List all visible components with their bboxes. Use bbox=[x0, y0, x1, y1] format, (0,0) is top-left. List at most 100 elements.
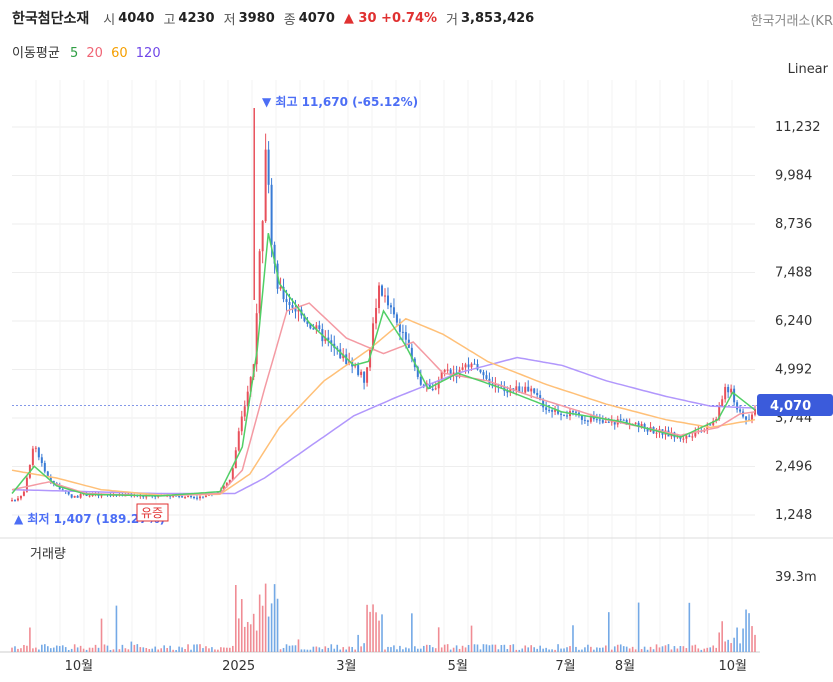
volume-bar bbox=[76, 647, 79, 652]
ma-120-label[interactable]: 120 bbox=[135, 46, 161, 61]
volume-bar bbox=[715, 647, 718, 652]
candle-body bbox=[378, 285, 381, 309]
volume-bar bbox=[166, 647, 168, 652]
volume-bar bbox=[79, 645, 82, 652]
candle-body bbox=[557, 409, 560, 414]
candle-body bbox=[178, 495, 181, 497]
volume-bar bbox=[497, 649, 500, 652]
candle-body bbox=[324, 337, 327, 342]
candle-body bbox=[685, 435, 688, 439]
volume-bar bbox=[246, 621, 249, 652]
candle-body bbox=[494, 384, 497, 386]
volume-bar bbox=[357, 634, 359, 652]
candle-body bbox=[580, 414, 583, 420]
volume-bar bbox=[318, 647, 321, 652]
volume-bar bbox=[139, 647, 142, 652]
x-tick-label: 10월 bbox=[65, 659, 94, 674]
ma-120-line bbox=[11, 356, 756, 495]
candle-body bbox=[303, 315, 306, 322]
volume-bar bbox=[533, 647, 535, 652]
candle-body bbox=[577, 412, 580, 415]
ma-5-label[interactable]: 5 bbox=[69, 46, 79, 61]
candle-body bbox=[533, 388, 536, 393]
candle-body bbox=[745, 416, 748, 420]
volume-bar bbox=[560, 648, 562, 652]
candle-body bbox=[297, 309, 300, 312]
volume-bar bbox=[258, 594, 261, 652]
volume-bar bbox=[470, 625, 473, 652]
candle-body bbox=[175, 495, 178, 497]
volume-bar bbox=[145, 648, 148, 652]
volume-bar bbox=[613, 646, 616, 652]
volume-bar bbox=[751, 626, 753, 652]
candle-body bbox=[70, 494, 73, 498]
volume-bar bbox=[23, 644, 25, 652]
candle-body bbox=[464, 364, 467, 368]
candle-body bbox=[730, 388, 733, 393]
candle-body bbox=[431, 388, 434, 390]
volume-bar bbox=[536, 648, 538, 652]
volume-bar bbox=[103, 644, 106, 652]
volume-bar bbox=[61, 645, 64, 652]
candle-body bbox=[366, 367, 369, 383]
candle-body bbox=[46, 471, 49, 478]
volume-bar bbox=[485, 644, 488, 652]
ma-60-line bbox=[11, 317, 756, 496]
volume-bar bbox=[596, 647, 598, 652]
candle-body bbox=[249, 377, 252, 392]
y-tick-label: 11,232 bbox=[775, 120, 821, 135]
volume-bar bbox=[619, 644, 622, 652]
candle-body bbox=[31, 448, 34, 465]
volume-bar bbox=[276, 598, 279, 652]
volume-bar bbox=[551, 649, 553, 652]
candle-body bbox=[736, 402, 739, 410]
ma-60-label[interactable]: 60 bbox=[111, 46, 128, 61]
volume-bar bbox=[232, 645, 234, 652]
candle-body bbox=[622, 419, 625, 421]
ma-20-label[interactable]: 20 bbox=[86, 46, 103, 61]
candle-body bbox=[473, 363, 476, 365]
scale-mode-toggle[interactable]: Linear bbox=[787, 62, 828, 77]
volume-bar bbox=[434, 648, 437, 652]
y-tick-label: 6,240 bbox=[775, 314, 812, 329]
volume-bar bbox=[315, 646, 318, 652]
candle-body bbox=[88, 495, 91, 497]
candle-body bbox=[16, 498, 19, 501]
volume-bar bbox=[172, 649, 174, 652]
volume-bar bbox=[449, 649, 452, 652]
candle-body bbox=[258, 251, 261, 314]
volume-bar bbox=[330, 644, 333, 652]
candle-body bbox=[193, 497, 196, 499]
volume-bar bbox=[691, 645, 694, 652]
volume-bar bbox=[369, 611, 371, 652]
volume-bar bbox=[234, 584, 237, 652]
candle-body bbox=[172, 495, 175, 497]
volume-label: 거 bbox=[446, 12, 459, 28]
candle-body bbox=[61, 489, 64, 491]
volume-bar bbox=[151, 648, 154, 652]
volume-bar bbox=[649, 646, 652, 652]
volume-bar bbox=[590, 646, 592, 652]
volume-bar bbox=[655, 644, 658, 652]
volume-bar bbox=[240, 599, 243, 652]
candle-body bbox=[655, 432, 658, 434]
volume-bar bbox=[342, 647, 345, 652]
close-value: 4070 bbox=[298, 10, 335, 26]
volume-bar bbox=[243, 626, 246, 652]
candle-body bbox=[389, 305, 392, 308]
candle-body bbox=[198, 496, 201, 499]
volume-bar bbox=[661, 646, 664, 652]
candle-body bbox=[560, 413, 563, 415]
candle-body bbox=[309, 324, 312, 329]
volume-bar bbox=[178, 646, 180, 652]
candle-body bbox=[482, 372, 485, 376]
volume-bar bbox=[622, 646, 625, 652]
candle-body bbox=[545, 407, 548, 410]
volume-bar bbox=[512, 644, 515, 652]
volume-bar bbox=[616, 644, 619, 652]
volume-bar bbox=[521, 648, 524, 652]
candle-body bbox=[360, 371, 363, 375]
candle-body bbox=[327, 337, 330, 341]
volume-bar bbox=[482, 644, 485, 652]
